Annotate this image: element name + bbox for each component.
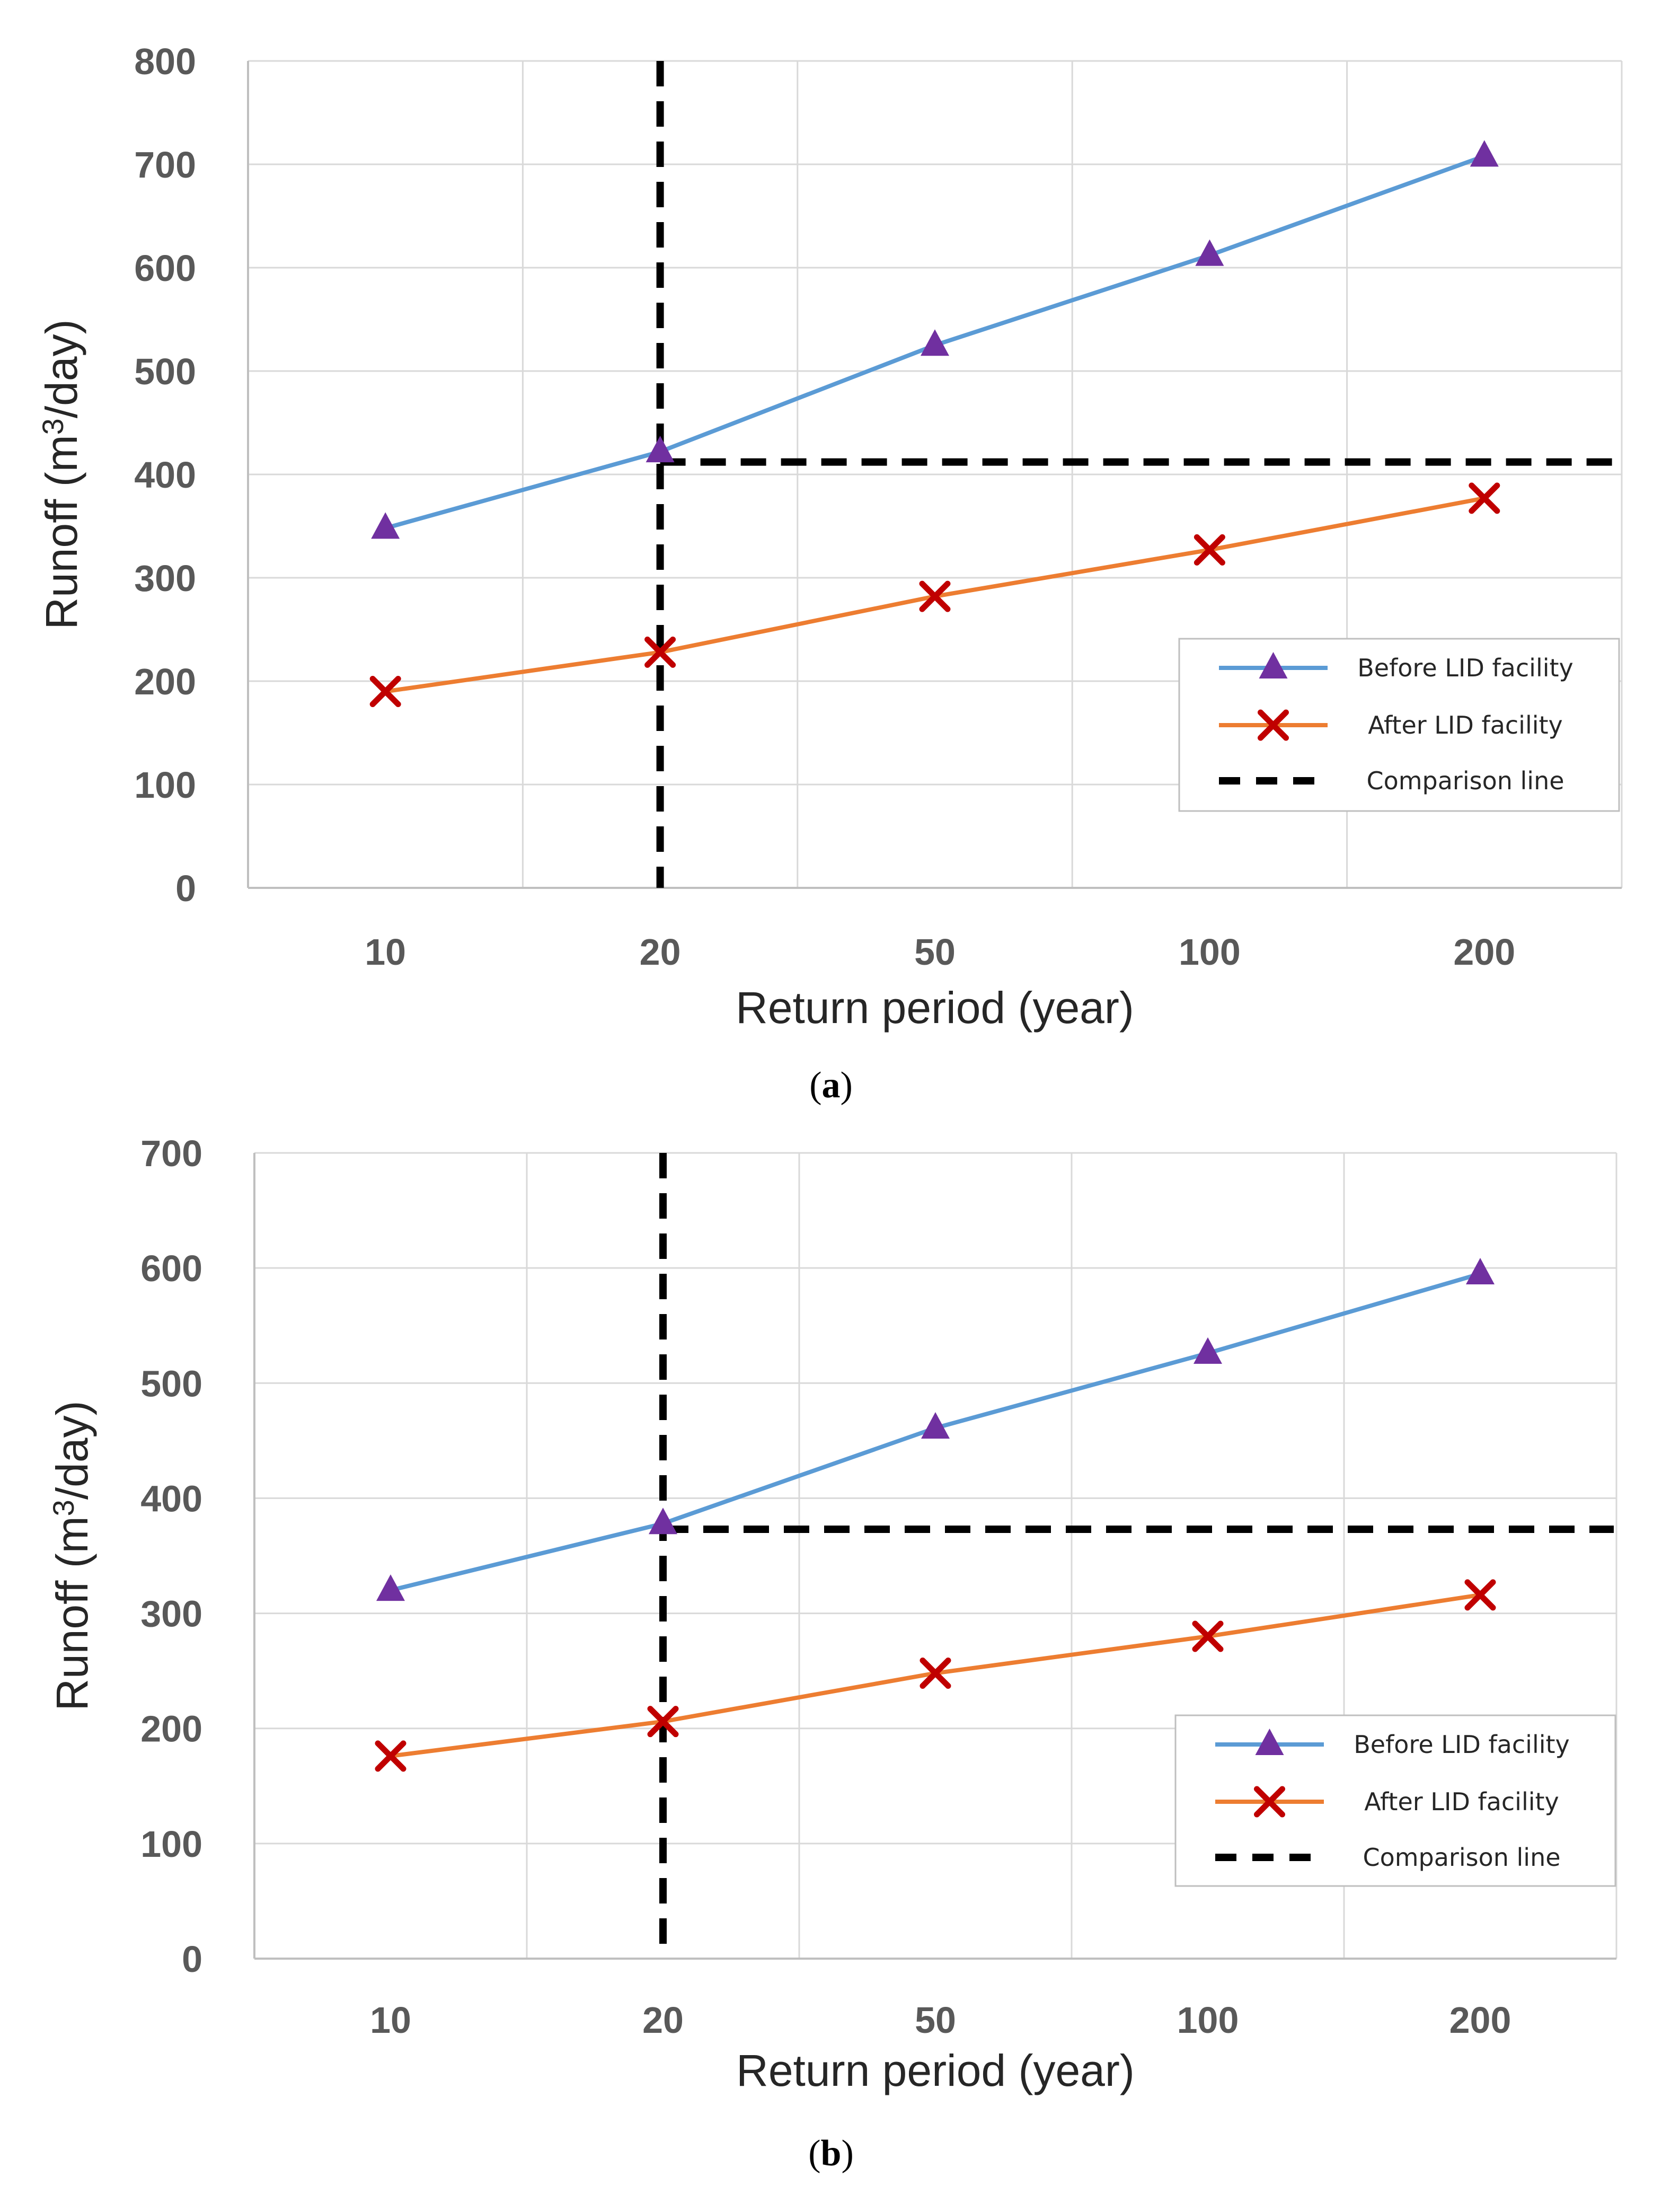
x-tick-label: 100: [1179, 931, 1241, 973]
y-tick-label: 600: [134, 248, 196, 289]
legend-marker-before-lid: [1255, 1729, 1284, 1755]
y-axis-title-part: /day): [47, 1400, 97, 1500]
y-tick-label: 500: [140, 1363, 202, 1404]
x-tick-label: 200: [1453, 931, 1515, 973]
marker-x-after-lid: [920, 1657, 951, 1689]
legend-entry-label: Comparison line: [1366, 766, 1564, 795]
y-tick-label: 100: [134, 764, 196, 806]
y-tick-label: 0: [175, 868, 196, 909]
y-tick-label: 800: [134, 41, 196, 82]
y-tick-label: 200: [140, 1708, 202, 1750]
chart-a-caption-letter: a: [822, 1065, 841, 1106]
y-axis-title-part: /day): [37, 319, 86, 418]
y-tick-label: 400: [134, 454, 196, 496]
chart-b-y-ticks: 0 100 200 300 400 500 600 700: [140, 1133, 202, 1980]
chart-b-caption: (b): [808, 2133, 854, 2174]
chart-b-x-axis-title: Return period (year): [736, 2046, 1135, 2095]
chart-b: 0 100 200 300 400 500 600 700 10 20 50 100 200 Retu…: [47, 1133, 1617, 2174]
y-tick-label: 200: [134, 661, 196, 702]
marker-triangle-before-lid: [371, 512, 400, 539]
marker-x-after-lid: [1194, 534, 1225, 566]
legend-entry-label: After LID facility: [1364, 1787, 1559, 1816]
marker-triangle-before-lid: [1470, 140, 1499, 167]
chart-a: 0 100 200 300 400 500 600 700 800 10 20 50 100 200 R…: [36, 41, 1623, 1106]
chart-a-x-ticks: 10 20 50 100 200: [365, 931, 1515, 973]
y-tick-label: 700: [134, 144, 196, 186]
x-tick-label: 50: [914, 931, 956, 973]
legend-marker-before-lid: [1259, 652, 1288, 678]
chart-b-y-axis-title: Runoff (m3/day): [47, 1400, 97, 1711]
y-tick-label: 300: [140, 1593, 202, 1635]
marker-triangle-before-lid: [921, 1412, 950, 1439]
y-tick-label: 300: [134, 558, 196, 599]
y-tick-label: 500: [134, 351, 196, 392]
y-axis-title-superscript: 3: [36, 418, 69, 435]
y-tick-label: 600: [140, 1248, 202, 1289]
chart-a-comparison-lines: [656, 61, 1619, 888]
x-tick-label: 20: [642, 1999, 684, 2041]
chart-b-comparison-lines: [659, 1153, 1614, 1959]
x-tick-label: 200: [1449, 1999, 1511, 2041]
legend-entry-label: Before LID facility: [1357, 654, 1573, 682]
marker-triangle-before-lid: [649, 1508, 677, 1535]
y-tick-label: 100: [140, 1823, 202, 1865]
x-tick-label: 20: [640, 931, 681, 973]
marker-x-after-lid: [1469, 482, 1500, 514]
chart-a-grid: [247, 60, 1623, 889]
chart-a-x-axis-title: Return period (year): [736, 983, 1134, 1033]
marker-x-after-lid: [1464, 1579, 1496, 1611]
marker-x-after-lid: [919, 580, 951, 612]
chart-a-legend: Before LID facility After LID facility Com…: [1178, 638, 1620, 812]
y-tick-label: 0: [182, 1938, 202, 1980]
chart-b-legend: Before LID facility After LID facility Com…: [1174, 1714, 1616, 1887]
legend-marker-after-lid: [1258, 709, 1289, 741]
y-axis-title-part: Runoff (m: [47, 1516, 97, 1711]
legend-marker-after-lid: [1254, 1786, 1285, 1818]
x-tick-label: 10: [370, 1999, 411, 2041]
marker-x-after-lid: [1192, 1620, 1224, 1652]
marker-x-after-lid: [369, 676, 401, 707]
y-tick-label: 700: [140, 1133, 202, 1174]
chart-a-caption: (a): [809, 1065, 853, 1106]
chart-b-caption-letter: b: [821, 2133, 842, 2174]
marker-triangle-before-lid: [376, 1574, 405, 1601]
marker-triangle-before-lid: [1194, 1337, 1222, 1364]
chart-a-y-axis-title: Runoff (m3/day): [36, 319, 86, 629]
marker-x-after-lid: [644, 636, 676, 668]
y-axis-title-superscript: 3: [47, 1500, 80, 1516]
y-tick-label: 400: [140, 1478, 202, 1519]
x-tick-label: 10: [365, 931, 406, 973]
chart-b-series: [375, 1258, 1496, 1772]
x-tick-label: 100: [1177, 1999, 1239, 2041]
legend-entry-label: Comparison line: [1363, 1843, 1560, 1872]
marker-triangle-before-lid: [921, 329, 949, 356]
marker-x-after-lid: [375, 1740, 406, 1772]
chart-b-x-ticks: 10 20 50 100 200: [370, 1999, 1511, 2041]
legend-entry-label: Before LID facility: [1354, 1730, 1570, 1759]
marker-x-after-lid: [647, 1706, 679, 1738]
marker-triangle-before-lid: [1466, 1258, 1495, 1284]
chart-a-series: [369, 140, 1500, 707]
legend-entry-label: After LID facility: [1368, 711, 1563, 739]
x-tick-label: 50: [915, 1999, 956, 2041]
marker-triangle-before-lid: [1195, 239, 1224, 266]
chart-a-y-ticks: 0 100 200 300 400 500 600 700 800: [134, 41, 196, 909]
y-axis-title-part: Runoff (m: [37, 435, 86, 629]
marker-triangle-before-lid: [646, 436, 675, 463]
